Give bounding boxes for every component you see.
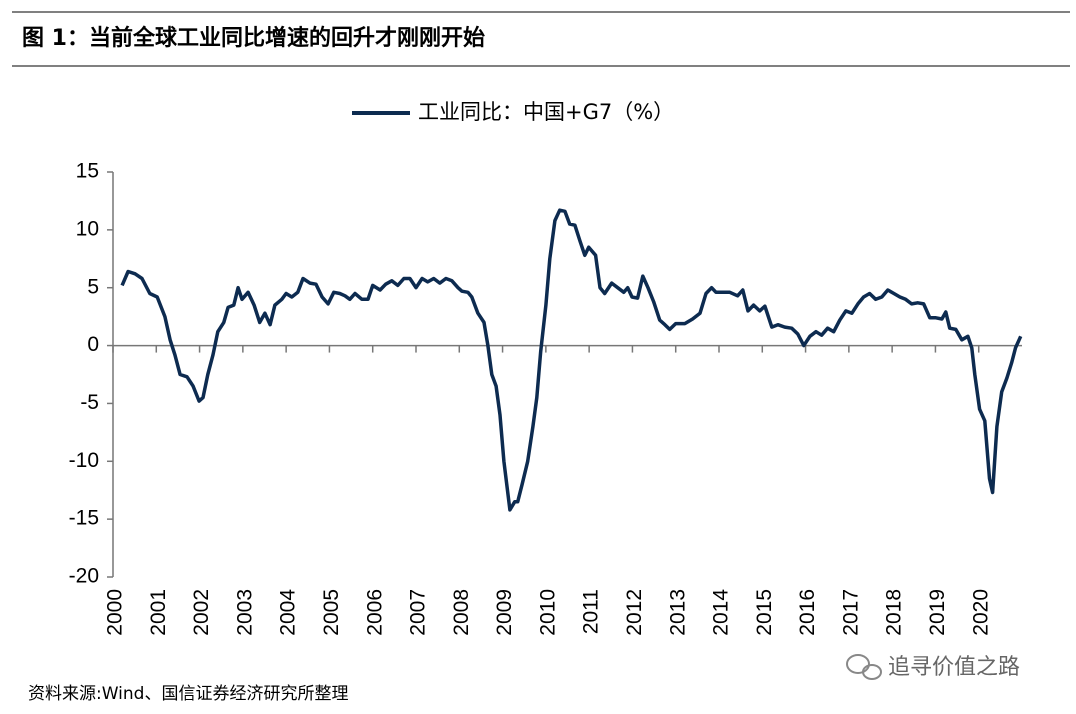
x-tick-label: 2012 [623, 589, 646, 636]
source-note: 资料来源:Wind、国信证券经济研究所整理 [28, 684, 348, 704]
chart-title: 图 1：当前全球工业同比增速的回升才刚刚开始 [22, 25, 485, 51]
y-tick-label: -20 [69, 565, 99, 588]
x-tick-label: 2010 [536, 589, 559, 636]
x-tick-label: 2018 [883, 589, 906, 636]
x-tick-label: 2020 [969, 589, 992, 636]
x-tick-label: 2004 [277, 589, 300, 636]
x-tick-label: 2017 [839, 589, 862, 636]
data-line [120, 208, 1023, 512]
y-tick-label: 15 [76, 160, 99, 183]
x-tick-label: 2000 [104, 589, 127, 636]
x-tick-label: 2008 [450, 589, 473, 636]
y-tick-label: -10 [69, 449, 99, 472]
x-tick-label: 2007 [407, 589, 430, 636]
x-tick-label: 2014 [710, 589, 733, 636]
x-tick-label: 2001 [147, 589, 170, 636]
x-tick-label: 2006 [363, 589, 386, 636]
watermark: 追寻价值之路 [888, 655, 1020, 680]
x-tick-label: 2009 [493, 589, 516, 636]
x-tick-label: 2005 [320, 589, 343, 636]
y-tick-label: 10 [76, 217, 99, 240]
x-tick-label: 2013 [666, 589, 689, 636]
y-tick-label: -5 [80, 391, 99, 414]
watermark-icon [846, 654, 882, 680]
x-tick-label: 2003 [233, 589, 256, 636]
x-tick-label: 2016 [796, 589, 819, 636]
y-tick-label: -15 [69, 507, 99, 530]
y-tick-label: 0 [87, 333, 99, 356]
x-tick-label: 2019 [926, 589, 949, 636]
x-tick-label: 2011 [580, 589, 603, 634]
y-tick-label: 5 [87, 275, 99, 298]
x-tick-label: 2002 [190, 589, 213, 636]
legend-label: 工业同比：中国+G7（%） [418, 100, 674, 124]
x-tick-label: 2015 [753, 589, 776, 636]
